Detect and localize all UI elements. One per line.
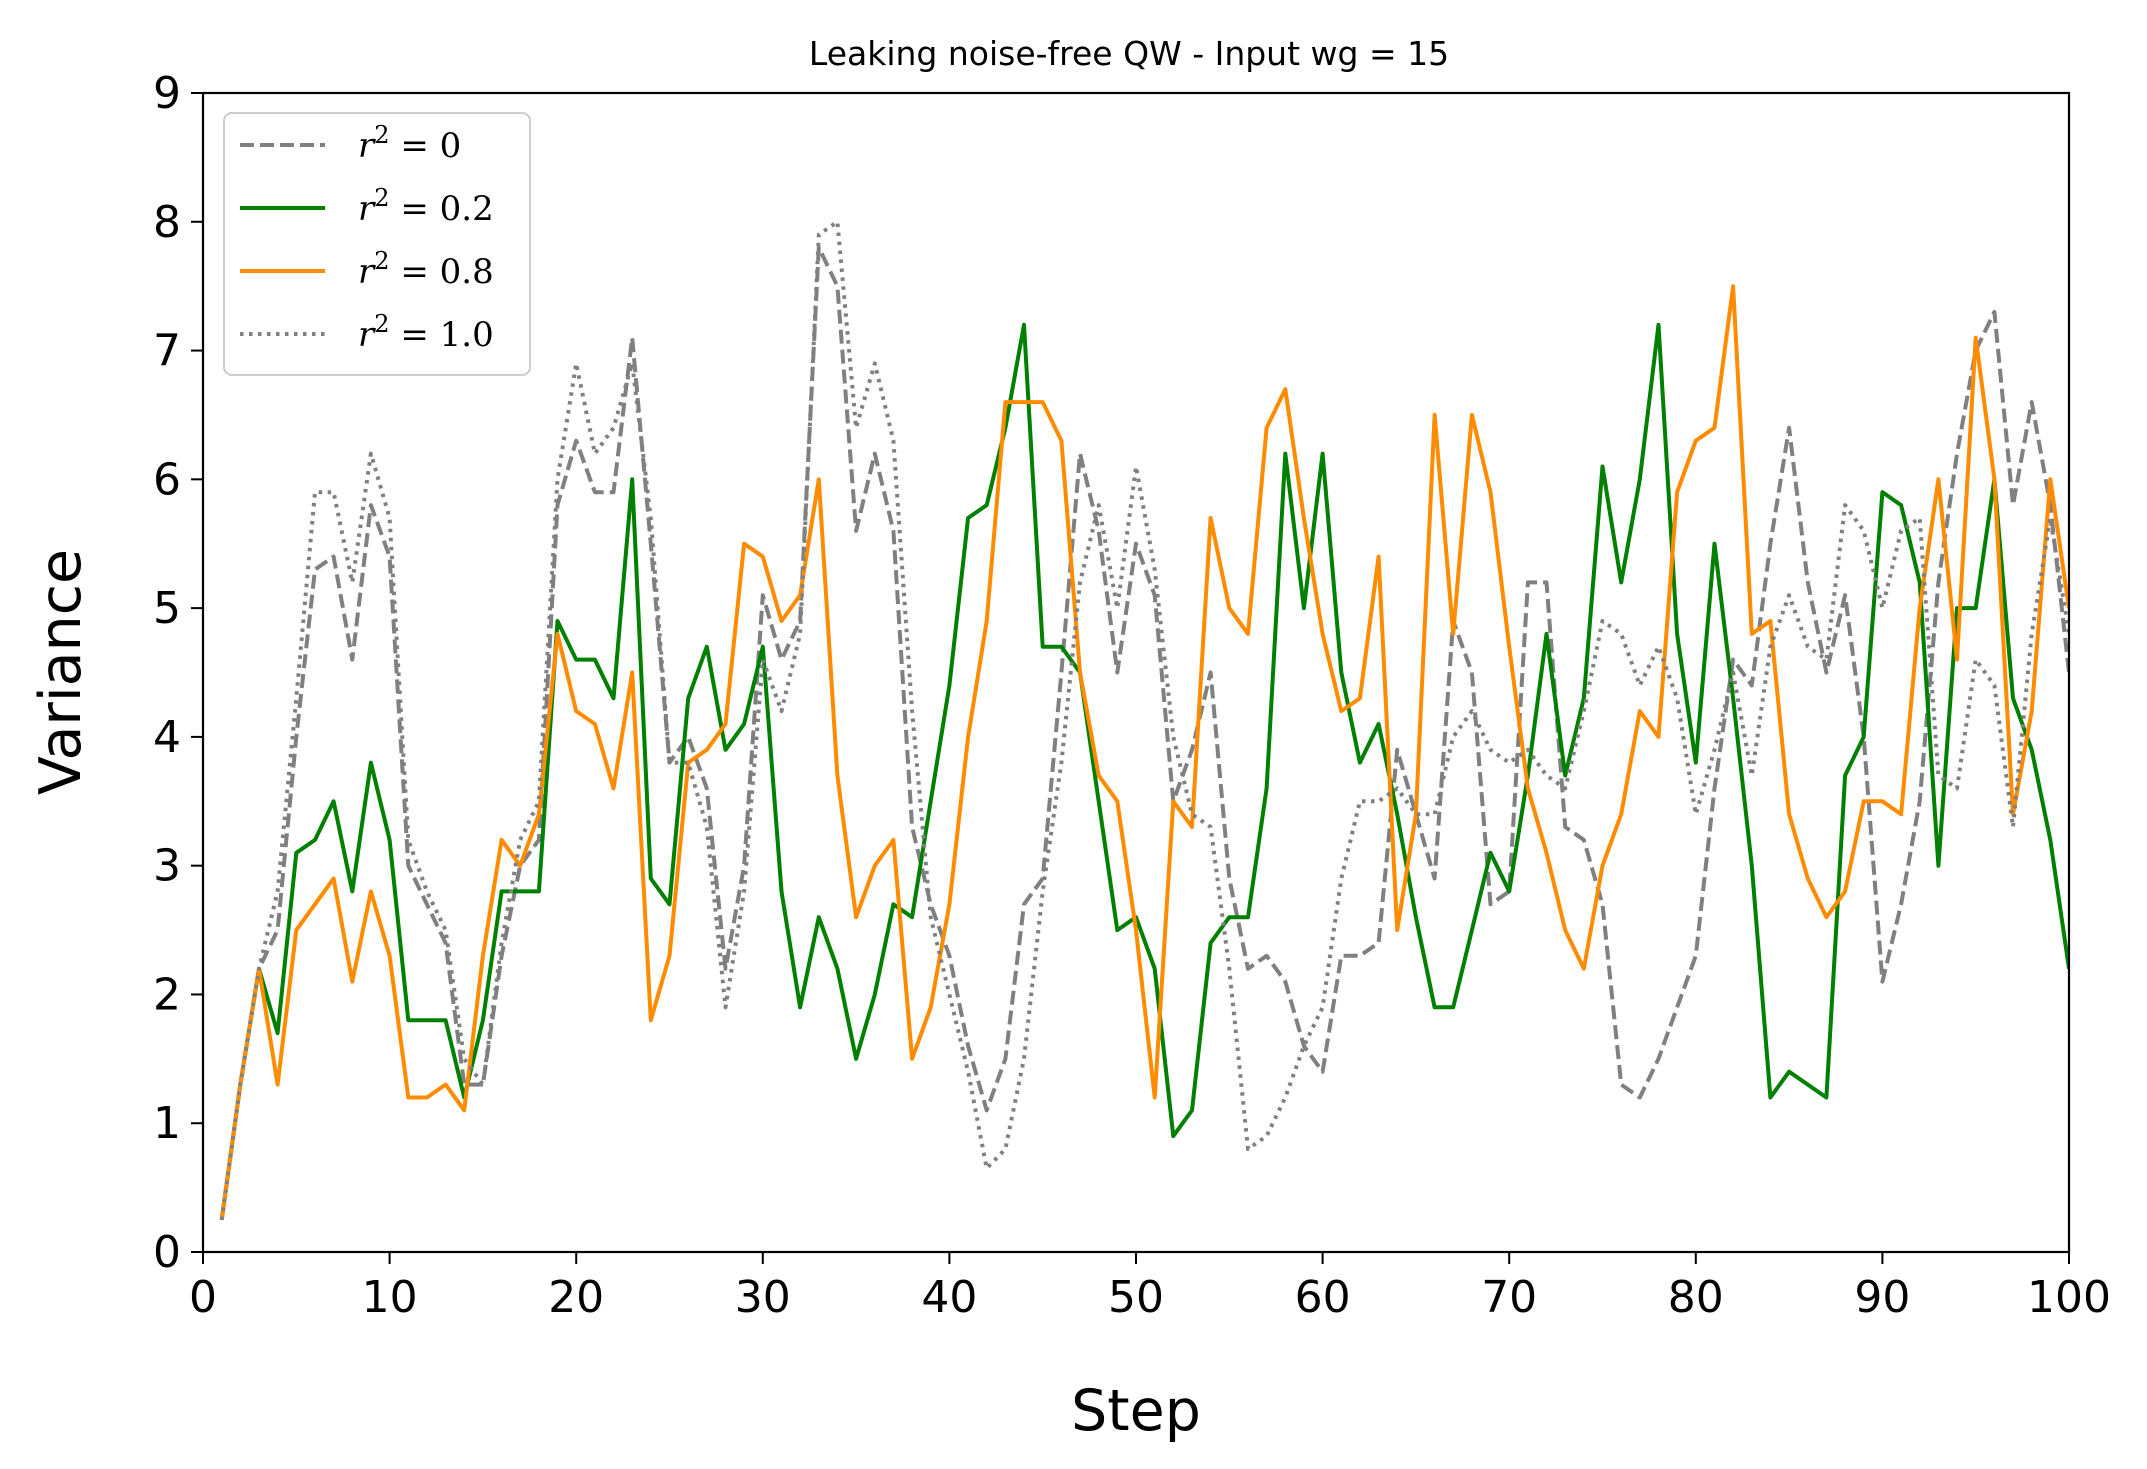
y-tick-label: 2 bbox=[153, 969, 181, 1020]
y-tick-label: 1 bbox=[153, 1098, 181, 1149]
x-tick-label: 10 bbox=[362, 1272, 418, 1323]
x-tick-label: 70 bbox=[1481, 1272, 1537, 1323]
x-tick-label: 100 bbox=[2027, 1272, 2111, 1323]
series-layer bbox=[219, 219, 2069, 1221]
y-axis-ticks: 0 1 2 3 4 5 6 7 8 9 bbox=[153, 68, 203, 1278]
x-tick-label: 90 bbox=[1854, 1272, 1910, 1323]
series-line-2 bbox=[219, 322, 2069, 1221]
x-tick-label: 20 bbox=[548, 1272, 604, 1323]
y-tick-label: 4 bbox=[153, 712, 181, 763]
series-line-1 bbox=[219, 245, 2069, 1221]
x-tick-label: 80 bbox=[1668, 1272, 1724, 1323]
x-tick-label: 30 bbox=[735, 1272, 791, 1323]
chart-title: Leaking noise-free QW - Input wg = 15 bbox=[809, 34, 1449, 73]
y-tick-label: 7 bbox=[153, 326, 181, 377]
x-tick-label: 60 bbox=[1295, 1272, 1351, 1323]
y-tick-label: 6 bbox=[153, 454, 181, 505]
x-axis-ticks: 0 10 20 30 40 50 60 70 80 90 100 bbox=[189, 1252, 2111, 1323]
x-tick-label: 50 bbox=[1108, 1272, 1164, 1323]
legend: r2 = 0 r2 = 0.2 r2 = 0.8 r2 = 1.0 bbox=[223, 112, 531, 376]
y-tick-label: 3 bbox=[153, 841, 181, 892]
legend-box bbox=[223, 112, 531, 376]
series-line-3 bbox=[219, 284, 2069, 1221]
series-line-4 bbox=[219, 219, 2069, 1221]
x-axis-label: Step bbox=[1071, 1378, 1201, 1444]
legend-label-1: r2 = 0 bbox=[358, 121, 461, 166]
y-tick-label: 0 bbox=[153, 1227, 181, 1278]
y-tick-label: 5 bbox=[153, 583, 181, 634]
y-axis-label: Variance bbox=[28, 549, 94, 795]
x-tick-label: 40 bbox=[921, 1272, 977, 1323]
y-tick-label: 8 bbox=[153, 197, 181, 248]
legend-label-4: r2 = 1.0 bbox=[358, 310, 494, 355]
legend-label-2: r2 = 0.2 bbox=[358, 184, 494, 229]
x-tick-label: 0 bbox=[189, 1272, 217, 1323]
y-tick-label: 9 bbox=[153, 68, 181, 119]
legend-label-3: r2 = 0.8 bbox=[358, 247, 494, 292]
